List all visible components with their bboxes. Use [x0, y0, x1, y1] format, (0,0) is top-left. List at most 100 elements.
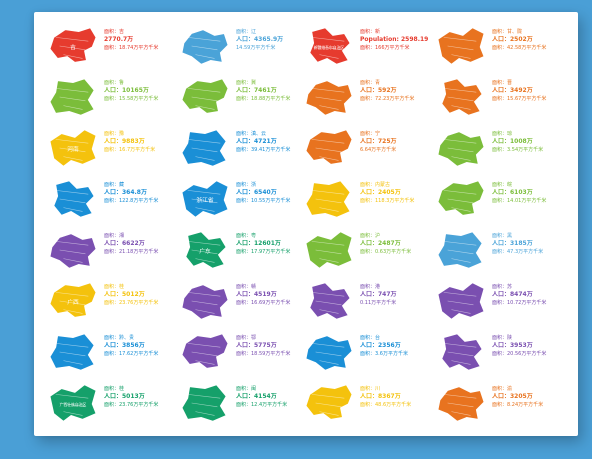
province-info: 面积：鲁 人口：10165万 面积：15.58万平方千米 [104, 79, 172, 103]
province-info: 面积：鄂 人口：5775万 面积：18.59万平方千米 [236, 334, 304, 358]
area-value: 面积：10.55万平方千米 [236, 198, 291, 204]
province-abbr: 面积：台 [360, 335, 381, 341]
province-map-icon [434, 126, 488, 170]
province-card: 面积：川 人口：8367万 面积：48.6万平方千米 [302, 379, 426, 427]
province-abbr: 面积：皖 [492, 182, 513, 188]
province-map-icon: 广东 [178, 228, 232, 272]
province-map-icon: 河南 [46, 126, 100, 170]
province-abbr: 面积：黔、贵 [104, 335, 135, 341]
population-value: 人口：10165万 [104, 87, 149, 94]
area-value: 面积：17.62万平方千米 [104, 351, 159, 357]
area-value: 面积：15.67万平方千米 [492, 96, 547, 102]
population-value: 人口：592万 [360, 87, 397, 94]
map-label: 广西 [67, 298, 79, 306]
province-info: 面积：藏 人口：364.8万 面积：122.8万平方千米 [104, 181, 172, 205]
province-map-icon: 广西 [46, 279, 100, 323]
area-value: 面积：39.41万平方千米 [236, 147, 291, 153]
province-info: 面积：苏 人口：8474万 面积：10.72万平方千米 [492, 283, 560, 307]
map-label: 广东 [199, 247, 211, 255]
province-map-icon: 浙江省 [178, 177, 232, 221]
province-abbr: 面积：赣 [236, 284, 257, 290]
map-label: 浙江省 [196, 196, 213, 204]
area-value: 面积：166万平方千米 [360, 45, 410, 51]
province-card: 面积：赣 人口：4519万 面积：16.69万平方千米 [178, 277, 302, 325]
province-map-icon: 吉 [46, 24, 100, 68]
area-value: 面积：23.76万平方千米 [104, 300, 159, 306]
area-value: 面积：17.97万平方千米 [236, 249, 291, 255]
area-value: 面积：47.3万平方千米 [492, 249, 544, 255]
province-abbr: 面积：川 [360, 386, 381, 392]
province-abbr: 面积：鲁 [104, 80, 125, 86]
population-value: 人口：4721万 [236, 138, 277, 145]
province-card: 面积：宁 人口：725万 6.64万平方千米 [302, 124, 426, 172]
province-abbr: 面积：藏 [104, 182, 125, 188]
province-map-icon [434, 24, 488, 68]
province-map-icon [302, 279, 356, 323]
population-value: 人口：2487万 [360, 240, 401, 247]
province-info: 面积：晋 人口：3492万 面积：15.67万平方千米 [492, 79, 560, 103]
province-info: 面积：港 人口：747万 0.11万平方千米 [360, 283, 428, 307]
population-value: 人口：3953万 [492, 342, 533, 349]
population-value: 人口：6622万 [104, 240, 145, 247]
area-value: 面积：72.23万平方千米 [360, 96, 415, 102]
province-info: 面积：琼 人口：1008万 面积：3.54万平方千米 [492, 130, 560, 154]
province-map-icon [46, 177, 100, 221]
province-card: 广东 面积：粤 人口：12601万 面积：17.97万平方千米 [178, 226, 302, 274]
province-abbr: 面积：鄂 [236, 335, 257, 341]
province-info: 面积：陕 人口：3953万 面积：20.56万平方千米 [492, 334, 560, 358]
province-info: 面积：川 人口：8367万 面积：48.6万平方千米 [360, 385, 428, 409]
area-value: 面积：118.3万平方千米 [360, 198, 415, 204]
province-card: 面积：冀 人口：7461万 面积：18.88万平方千米 [178, 73, 302, 121]
province-map-icon [46, 330, 100, 374]
province-map-icon [434, 177, 488, 221]
map-label: 吉 [70, 44, 76, 51]
area-value: 面积：3.6万平方千米 [360, 351, 408, 357]
population-value: 人口：7461万 [236, 87, 277, 94]
population-value: 人口：5012万 [104, 291, 145, 298]
province-card: 面积：渝 人口：3205万 面积：8.24万平方千米 [434, 379, 558, 427]
province-card: 吉 面积：吉 2770.7万 面积：18.74万平方千米 [46, 22, 170, 70]
province-info: 面积：滇、云 人口：4721万 面积：39.41万平方千米 [236, 130, 304, 154]
province-info: 面积：浙 人口：6540万 面积：10.55万平方千米 [236, 181, 304, 205]
province-info: 面积：黑 人口：3185万 面积：47.3万平方千米 [492, 232, 560, 256]
population-value: 人口：2502万 [492, 36, 533, 43]
province-abbr: 面积：浙 [236, 182, 257, 188]
province-map-icon [178, 126, 232, 170]
province-info: 面积：新 Population: 2598.19 面积：166万平方千米 [360, 28, 428, 52]
province-info: 面积：黔、贵 人口：3856万面积：17.62万平方千米 [104, 334, 172, 358]
map-label: 广西壮族自治区 [60, 402, 87, 407]
area-value: 6.64万平方千米 [360, 147, 397, 153]
province-info: 面积：冀 人口：7461万 面积：18.88万平方千米 [236, 79, 304, 103]
province-card: 面积：滇、云 人口：4721万 面积：39.41万平方千米 [178, 124, 302, 172]
province-card: 广西壮族自治区 面积：桂 人口：5013万 面积：23.76万平方千米 [46, 379, 170, 427]
area-value: 面积：21.18万平方千米 [104, 249, 159, 255]
province-abbr: 面积：辽 [236, 29, 257, 35]
province-abbr: 面积：内蒙古 [360, 182, 391, 188]
province-map-icon [178, 24, 232, 68]
population-value: 人口：2356万 [360, 342, 401, 349]
province-abbr: 面积：渝 [492, 386, 513, 392]
province-abbr: 面积：甘、陇 [492, 29, 523, 35]
province-info: 面积：沪 人口：2487万 面积：0.63万平方千米 [360, 232, 428, 256]
province-map-icon: 新疆维吾尔自治区 [302, 24, 356, 68]
province-abbr: 面积：桂 [104, 386, 125, 392]
province-map-icon [434, 228, 488, 272]
area-value: 面积：16.69万平方千米 [236, 300, 291, 306]
province-abbr: 面积：琼 [492, 131, 513, 137]
province-map-icon [178, 279, 232, 323]
province-abbr: 面积：港 [360, 284, 381, 290]
province-abbr: 面积：宁 [360, 131, 381, 137]
province-abbr: 面积：粤 [236, 233, 257, 239]
area-value: 面积：42.58万平方千米 [492, 45, 547, 51]
province-info: 面积：桂 人口：5013万 面积：23.76万平方千米 [104, 385, 172, 409]
area-value: 面积：16.7万平方千米 [104, 147, 156, 153]
area-value: 面积：12.4万平方千米 [236, 402, 288, 408]
province-card: 面积：甘、陇 人口：2502万面积：42.58万平方千米 [434, 22, 558, 70]
province-card: 面积：青 人口：592万 面积：72.23万平方千米 [302, 73, 426, 121]
province-map-icon [178, 381, 232, 425]
population-value: 人口：3856万 [104, 342, 145, 349]
province-info: 面积：闽 人口：4154万 面积：12.4万平方千米 [236, 385, 304, 409]
population-value: 人口：725万 [360, 138, 397, 145]
province-abbr: 面积：桂 [104, 284, 125, 290]
area-value: 面积：18.74万平方千米 [104, 45, 159, 51]
